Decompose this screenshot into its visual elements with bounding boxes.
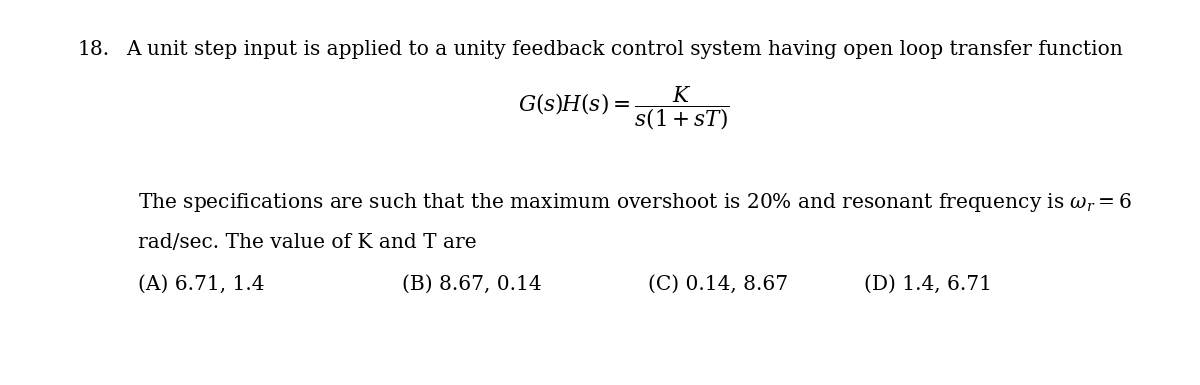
- Text: (C) 0.14, 8.67: (C) 0.14, 8.67: [648, 275, 788, 294]
- Text: rad/sec. The value of K and T are: rad/sec. The value of K and T are: [138, 233, 476, 252]
- Text: $G(s)H(s) = \dfrac{K}{s(1 + sT)}$: $G(s)H(s) = \dfrac{K}{s(1 + sT)}$: [518, 84, 730, 132]
- Text: (A) 6.71, 1.4: (A) 6.71, 1.4: [138, 275, 264, 294]
- Text: The specifications are such that the maximum overshoot is 20% and resonant frequ: The specifications are such that the max…: [138, 191, 1132, 214]
- Text: A unit step input is applied to a unity feedback control system having open loop: A unit step input is applied to a unity …: [126, 40, 1123, 59]
- Text: 18.: 18.: [78, 40, 110, 59]
- Text: (D) 1.4, 6.71: (D) 1.4, 6.71: [864, 275, 992, 294]
- Text: (B) 8.67, 0.14: (B) 8.67, 0.14: [402, 275, 541, 294]
